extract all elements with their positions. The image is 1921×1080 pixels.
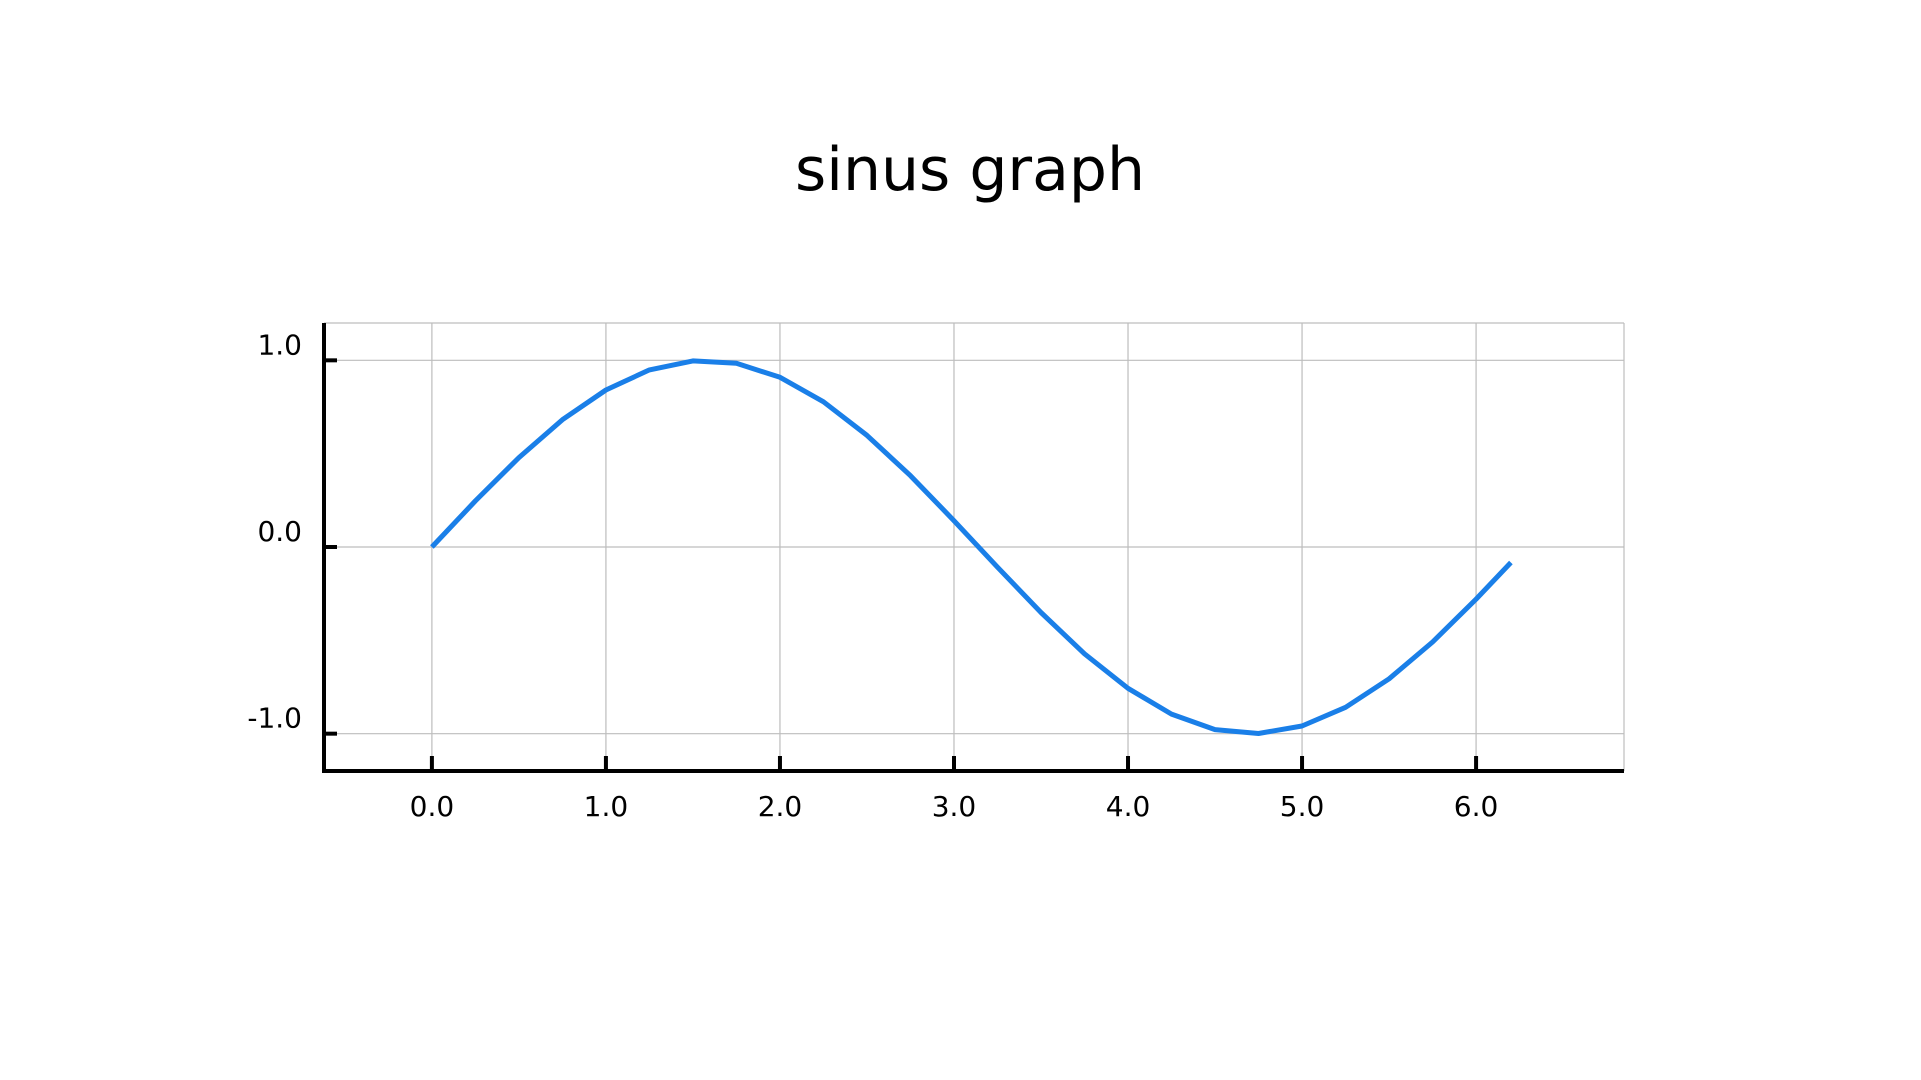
x-tick-label-1: 1.0	[584, 790, 629, 823]
x-tick-label-3: 3.0	[932, 790, 977, 823]
x-tick-label-4: 4.0	[1106, 790, 1151, 823]
x-tick-label-2: 2.0	[758, 790, 803, 823]
x-tick-label-6: 6.0	[1454, 790, 1499, 823]
grid	[324, 322, 1625, 771]
axes	[322, 323, 1624, 773]
series-layer	[430, 358, 1513, 736]
x-tick-label-0: 0.0	[410, 790, 455, 823]
y-tick-label-0: -1.0	[247, 702, 302, 735]
series-line-0	[430, 358, 1513, 736]
y-tick-label-2: 1.0	[257, 328, 302, 361]
chart-title: sinus graph	[795, 135, 1145, 205]
x-tick-label-5: 5.0	[1280, 790, 1325, 823]
y-tick-label-1: 0.0	[257, 515, 302, 548]
ticks: 0.0 1.0 2.0 3.0 4.0 5.0 6.0 -1.0 0.0 1.0	[247, 328, 1498, 823]
